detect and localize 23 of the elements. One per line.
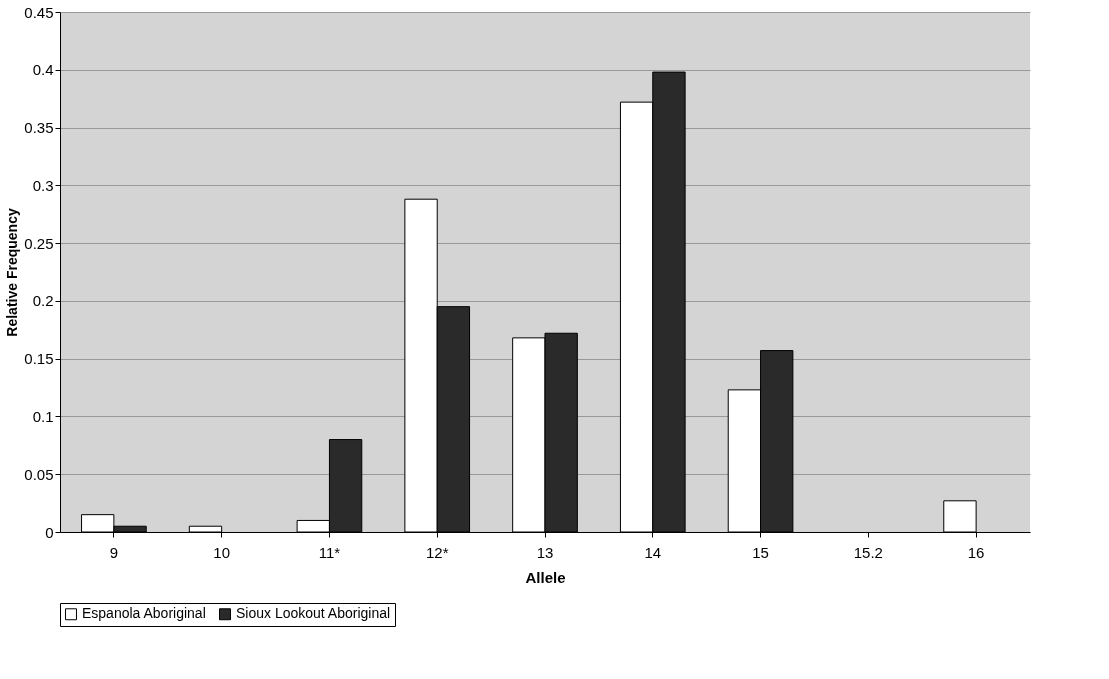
legend-label: Espanola Aboriginal bbox=[82, 605, 206, 622]
x-tick-label: 11* bbox=[318, 543, 341, 561]
x-tick-label: 15 bbox=[752, 543, 769, 561]
y-tick-label: 0.45 bbox=[24, 3, 54, 21]
y-tick-label: 0.2 bbox=[32, 292, 54, 310]
y-tick-label: 0 bbox=[45, 523, 54, 541]
y-tick-label: 0.25 bbox=[24, 234, 54, 252]
x-tick-label: 10 bbox=[213, 543, 231, 561]
y-tick-label: 0.3 bbox=[32, 176, 54, 194]
y-tick-label: 0.15 bbox=[24, 350, 54, 368]
x-tick-label: 16 bbox=[967, 543, 985, 561]
y-tick-label: 0.1 bbox=[32, 407, 54, 425]
x-tick-label: 12* bbox=[425, 543, 449, 561]
x-axis-title: Allele bbox=[525, 568, 566, 586]
x-tick-label: 15.2 bbox=[853, 543, 883, 561]
legend-label: Sioux Lookout Aboriginal bbox=[236, 605, 391, 622]
y-tick-label: 0.35 bbox=[24, 119, 54, 137]
x-tick-label: 14 bbox=[644, 543, 662, 561]
x-tick-label: 13 bbox=[536, 543, 554, 561]
x-tick-label: 9 bbox=[109, 543, 119, 561]
y-axis-title: Relative Frequency bbox=[4, 208, 21, 337]
y-tick-label: 0.4 bbox=[32, 61, 54, 79]
y-tick-label: 0.05 bbox=[24, 465, 54, 483]
